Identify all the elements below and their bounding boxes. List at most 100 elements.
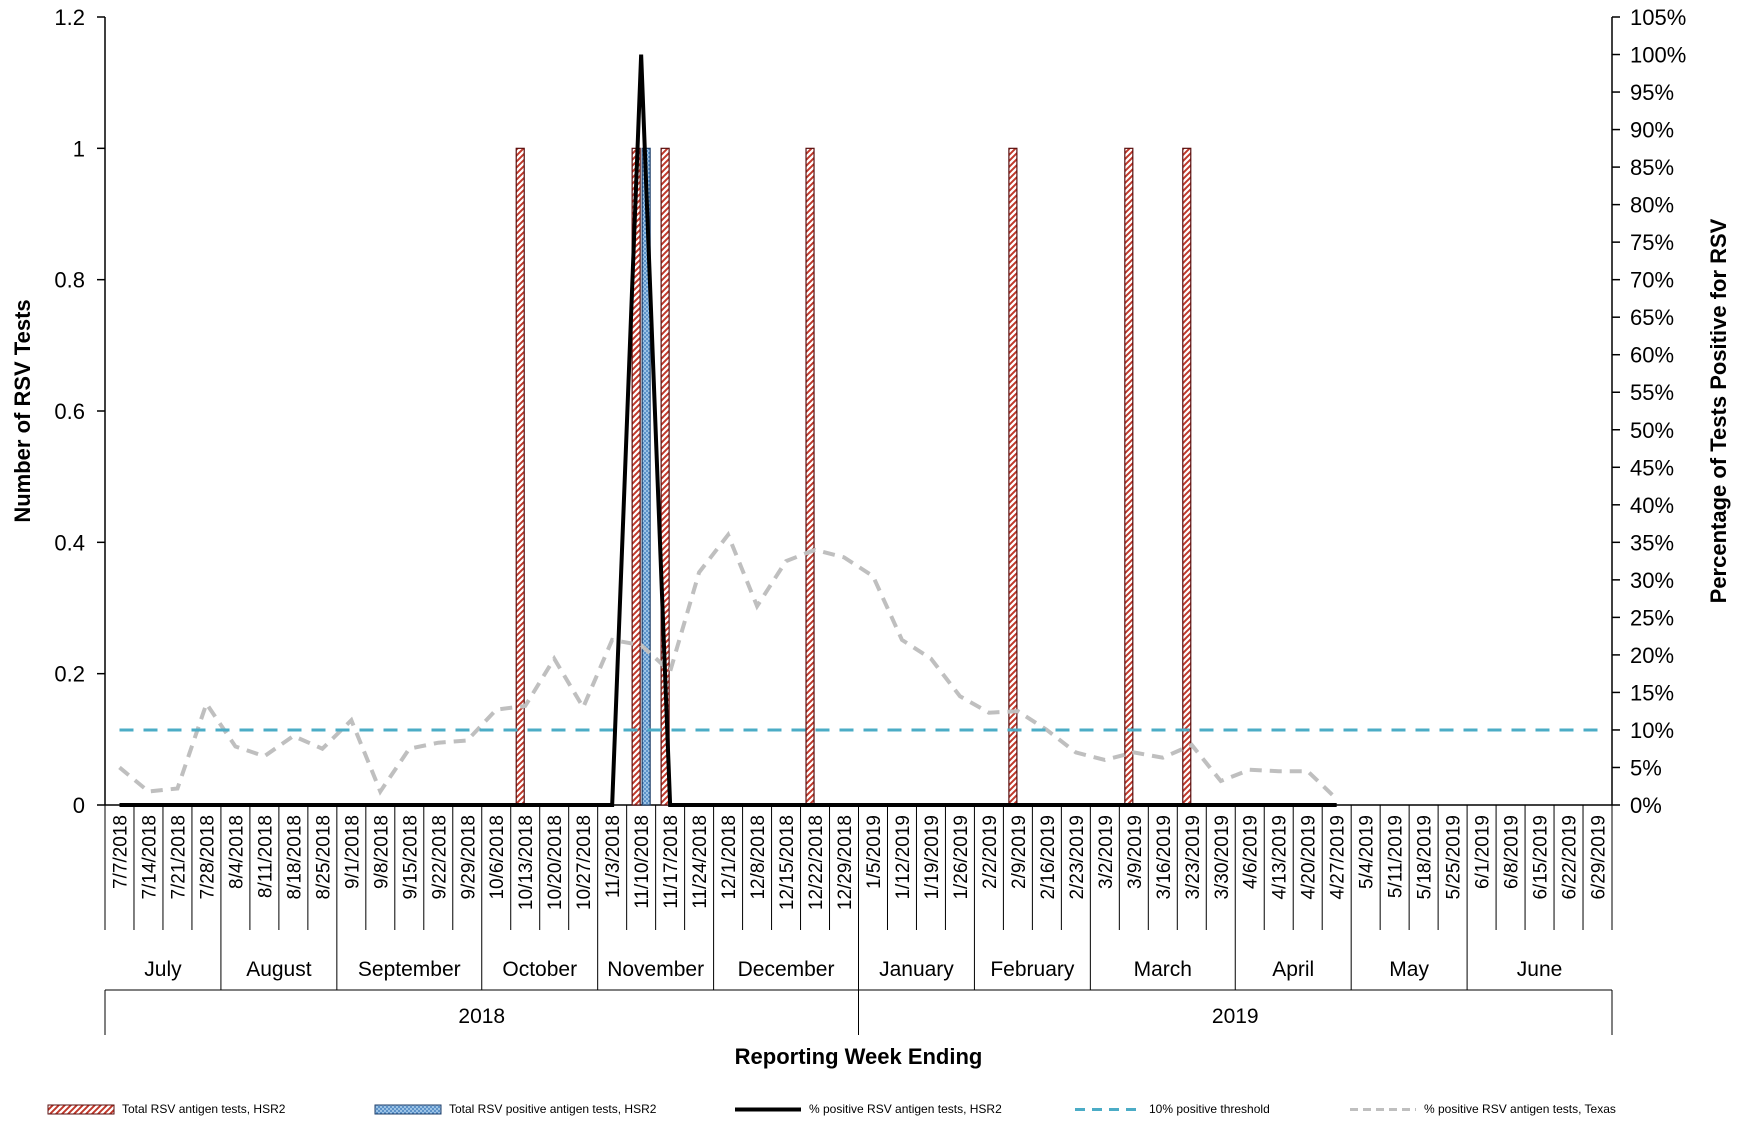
x-tick-label: 6/8/2019	[1502, 815, 1523, 889]
x-tick-label: 9/8/2018	[371, 815, 392, 889]
month-label: November	[607, 958, 704, 981]
right-tick-label: 20%	[1630, 643, 1674, 668]
month-label: May	[1389, 958, 1429, 981]
x-tick-label: 8/11/2018	[255, 815, 276, 898]
x-tick-label: 3/30/2019	[1212, 815, 1233, 900]
x-tick-label: 2/16/2019	[1038, 815, 1059, 900]
left-tick-label: 0.4	[54, 530, 85, 555]
y2-axis-title: Percentage of Tests Positive for RSV	[1706, 218, 1731, 603]
line-texas-percent-positive	[118, 530, 1339, 801]
bar-total-tests	[1124, 147, 1134, 806]
legend-swatch	[374, 1104, 442, 1115]
x-tick-label: 9/15/2018	[400, 815, 421, 900]
x-tick-label: 5/25/2019	[1444, 815, 1465, 900]
year-label: 2019	[1212, 1005, 1259, 1028]
right-tick-label: 40%	[1630, 493, 1674, 518]
bar-total-tests	[805, 147, 815, 806]
right-tick-label: 0%	[1630, 793, 1662, 818]
right-tick-label: 70%	[1630, 268, 1674, 293]
x-tick-label: 12/1/2018	[719, 815, 740, 900]
right-tick-label: 5%	[1630, 755, 1662, 780]
right-tick-label: 50%	[1630, 418, 1674, 443]
x-tick-label: 11/10/2018	[632, 815, 653, 909]
bars-group	[515, 147, 1192, 806]
x-tick-label: 7/14/2018	[139, 815, 160, 900]
right-tick-label: 55%	[1630, 380, 1674, 405]
x-tick-label: 3/9/2019	[1125, 815, 1146, 889]
x-tick-label: 11/3/2018	[603, 815, 624, 898]
legend-swatch	[47, 1104, 115, 1115]
right-tick-label: 105%	[1630, 5, 1686, 30]
x-tick-label: 7/7/2018	[110, 815, 131, 889]
x-tick-label: 12/22/2018	[806, 815, 827, 910]
left-tick-label: 1.2	[54, 5, 85, 30]
x-tick-label: 12/15/2018	[777, 815, 798, 910]
month-label: August	[246, 958, 312, 981]
x-tick-label: 8/4/2018	[226, 815, 247, 889]
right-tick-label: 45%	[1630, 455, 1674, 480]
right-tick-label: 95%	[1630, 80, 1674, 105]
x-axis-title: Reporting Week Ending	[735, 1044, 983, 1069]
bar-total-tests	[660, 147, 670, 806]
x-tick-label: 2/2/2019	[980, 815, 1001, 889]
month-label: October	[502, 958, 577, 981]
left-tick-label: 0.8	[54, 268, 85, 293]
legend-label: Total RSV antigen tests, HSR2	[122, 1102, 286, 1116]
legend-label: % positive RSV antigen tests, Texas	[1424, 1102, 1616, 1116]
x-tick-label: 6/15/2019	[1531, 815, 1552, 900]
x-tick-label: 10/27/2018	[574, 815, 595, 910]
x-tick-label: 10/6/2018	[487, 815, 508, 900]
legend-label: 10% positive threshold	[1149, 1102, 1270, 1116]
labels-group: 0 0.2 0.4 0.6 0.8 1 1.2 0% 5% 10% 15% 20% 25% 30% 35% 4…	[10, 5, 1731, 1069]
legend-label: % positive RSV antigen tests, HSR2	[809, 1102, 1002, 1116]
x-tick-label: 5/18/2019	[1415, 815, 1436, 900]
month-label: March	[1134, 958, 1192, 981]
right-tick-label: 65%	[1630, 305, 1674, 330]
x-tick-label: 5/11/2019	[1386, 815, 1407, 898]
x-tick-label: 5/4/2019	[1357, 815, 1378, 889]
x-tick-label: 4/6/2019	[1241, 815, 1262, 889]
bar-total-tests	[1008, 147, 1018, 806]
x-tick-label: 8/25/2018	[313, 815, 334, 900]
left-tick-label: 0.6	[54, 399, 85, 424]
right-tick-label: 15%	[1630, 680, 1674, 705]
right-tick-label: 75%	[1630, 230, 1674, 255]
right-tick-label: 80%	[1630, 193, 1674, 218]
x-tick-label: 6/29/2019	[1589, 815, 1610, 900]
right-tick-label: 30%	[1630, 568, 1674, 593]
line-hsr2-percent-positive	[119, 54, 1337, 807]
legend-label: Total RSV positive antigen tests, HSR2	[449, 1102, 657, 1116]
right-tick-label: 60%	[1630, 343, 1674, 368]
x-tick-label: 10/13/2018	[516, 815, 537, 910]
x-tick-label: 9/1/2018	[342, 815, 363, 889]
x-tick-label: 10/20/2018	[545, 815, 566, 910]
x-tick-label: 11/24/2018	[690, 815, 711, 909]
right-tick-label: 10%	[1630, 718, 1674, 743]
month-label: January	[879, 958, 954, 981]
x-tick-label: 4/20/2019	[1299, 815, 1320, 900]
x-tick-label: 8/18/2018	[284, 815, 305, 900]
left-tick-label: 1	[73, 136, 85, 161]
x-tick-label: 3/2/2019	[1096, 815, 1117, 889]
month-label: April	[1272, 958, 1314, 981]
lines-group	[118, 54, 1598, 807]
x-tick-label: 7/21/2018	[168, 815, 189, 900]
x-tick-label: 1/5/2019	[864, 815, 885, 889]
x-tick-label: 3/23/2019	[1183, 815, 1204, 900]
month-label: December	[738, 958, 835, 981]
x-tick-label: 9/29/2018	[458, 815, 479, 900]
year-label: 2018	[458, 1005, 505, 1028]
month-label: February	[990, 958, 1075, 981]
x-tick-label: 4/27/2019	[1328, 815, 1349, 900]
right-tick-label: 25%	[1630, 605, 1674, 630]
bar-total-tests	[1182, 147, 1192, 806]
x-tick-label: 12/8/2018	[748, 815, 769, 900]
right-tick-label: 85%	[1630, 155, 1674, 180]
left-tick-label: 0.2	[54, 662, 85, 687]
month-label: July	[144, 958, 182, 981]
x-tick-label: 11/17/2018	[661, 815, 682, 909]
left-tick-label: 0	[73, 793, 85, 818]
x-tick-label: 2/9/2019	[1009, 815, 1030, 889]
x-tick-label: 1/26/2019	[951, 815, 972, 900]
